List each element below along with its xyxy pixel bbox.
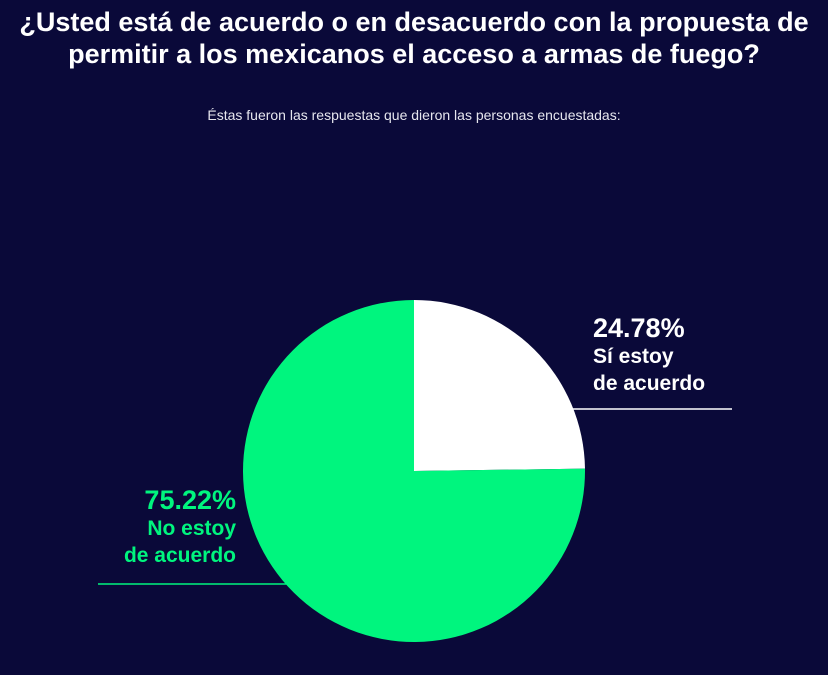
data-label-no-value: 75.22% [144, 485, 236, 515]
label-si-de-acuerdo: 24.78% Sí estoy de acuerdo [593, 313, 705, 397]
chart-title: ¿Usted está de acuerdo o en desacuerdo c… [19, 7, 809, 69]
data-label-no-line1: No estoy [147, 517, 236, 540]
pie-slice-si-de-acuerdo [414, 300, 585, 471]
data-label-yes-value: 24.78% [593, 313, 685, 343]
chart-subtitle: Éstas fueron las respuestas que dieron l… [207, 107, 621, 123]
data-label-yes-line1: Sí estoy [593, 345, 674, 368]
pie-slice-no-de-acuerdo [242, 300, 586, 642]
label-no-de-acuerdo: 75.22% No estoy de acuerdo [124, 485, 236, 569]
data-label-yes-line2: de acuerdo [593, 372, 706, 395]
data-label-no-line2: de acuerdo [123, 544, 236, 567]
